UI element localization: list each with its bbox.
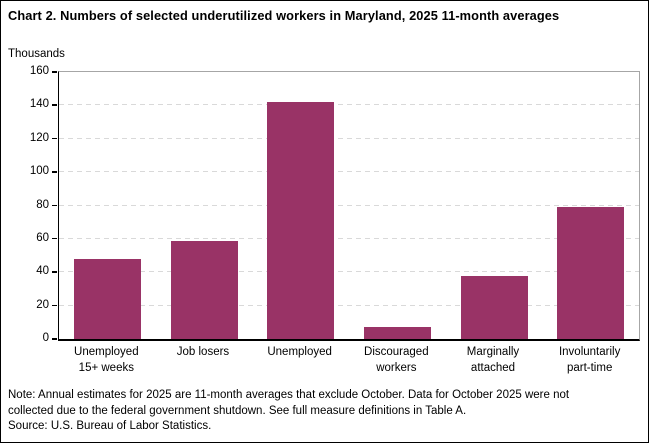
source-line: Source: U.S. Bureau of Labor Statistics. xyxy=(8,420,212,432)
x-tick-label-unemployed: Unemployed xyxy=(251,345,348,361)
bar-job-losers xyxy=(170,240,238,339)
note-line-1: Note: Annual estimates for 2025 are 11-m… xyxy=(8,389,570,401)
x-tick-label-line: part-time xyxy=(566,361,613,374)
y-tick-label-160: 160 xyxy=(29,65,49,77)
bar-involuntarily-part-time xyxy=(557,207,625,339)
note-line-2: collected due to the federal government … xyxy=(8,404,467,417)
y-tick-mark-40 xyxy=(52,271,57,273)
gridline-40 xyxy=(59,271,639,273)
y-tick-mark-20 xyxy=(52,304,57,307)
y-tick-mark-100 xyxy=(52,171,57,173)
gridline-20 xyxy=(59,304,639,306)
bar-discouraged-workers xyxy=(363,327,431,339)
y-axis-units-label: Thousands xyxy=(8,48,65,60)
y-tick-label-80: 80 xyxy=(36,198,49,211)
x-tick-label-line: attached xyxy=(470,361,516,374)
x-tick-label-job-losers: Job losers xyxy=(155,345,252,361)
y-tick-label-20: 20 xyxy=(36,298,49,311)
y-tick-mark-60 xyxy=(52,237,57,240)
y-tick-label-40: 40 xyxy=(36,265,49,278)
x-tick-label-discouraged-workers: Discouraged workers xyxy=(348,345,445,376)
y-tick-mark-80 xyxy=(52,204,57,206)
bar-marginally-attached xyxy=(460,275,528,339)
x-axis-tick-labels: Unemployed 15+ weeks Job losers Unemployed D… xyxy=(1,345,648,379)
x-tick-label-line: Unemployed xyxy=(74,346,139,358)
gridline-100 xyxy=(59,171,639,173)
bar-unemployed xyxy=(267,102,335,339)
y-tick-mark-0 xyxy=(52,338,57,340)
plot-area xyxy=(58,71,640,341)
x-tick-label-line: Unemployed xyxy=(267,346,332,358)
gridline-140 xyxy=(59,104,639,106)
x-tick-label-line: Involuntarily xyxy=(558,346,621,358)
gridline-120 xyxy=(59,137,639,139)
gridline-80 xyxy=(59,204,639,206)
y-axis-tick-labels: 0 20 40 60 80 100 120 140 160 xyxy=(1,1,49,442)
y-tick-mark-160 xyxy=(52,71,57,73)
y-tick-label-120: 120 xyxy=(29,131,49,144)
y-tick-mark-120 xyxy=(52,137,57,140)
x-tick-label-unemployed-15-weeks: Unemployed 15+ weeks xyxy=(58,345,155,376)
x-tick-label-involuntarily-part-time: Involuntarily part-time xyxy=(541,345,638,376)
chart-title: Chart 2. Numbers of selected underutiliz… xyxy=(8,8,560,23)
y-tick-label-0: 0 xyxy=(42,332,49,344)
x-tick-label-line: Discouraged xyxy=(364,346,429,358)
x-tick-label-line: workers xyxy=(376,361,417,374)
y-tick-label-60: 60 xyxy=(36,231,49,244)
x-tick-label-line: 15+ weeks xyxy=(78,361,134,374)
x-tick-label-line: Marginally xyxy=(466,346,520,358)
gridline-60 xyxy=(59,237,639,239)
y-tick-label-140: 140 xyxy=(29,98,49,111)
x-tick-label-marginally-attached: Marginally attached xyxy=(445,345,542,376)
footnote-block: Note: Annual estimates for 2025 are 11-m… xyxy=(8,388,643,435)
y-tick-mark-140 xyxy=(52,104,57,106)
x-tick-label-line: Job losers xyxy=(176,346,230,358)
bar-unemployed-15-weeks xyxy=(73,258,141,339)
y-tick-label-100: 100 xyxy=(29,165,49,178)
